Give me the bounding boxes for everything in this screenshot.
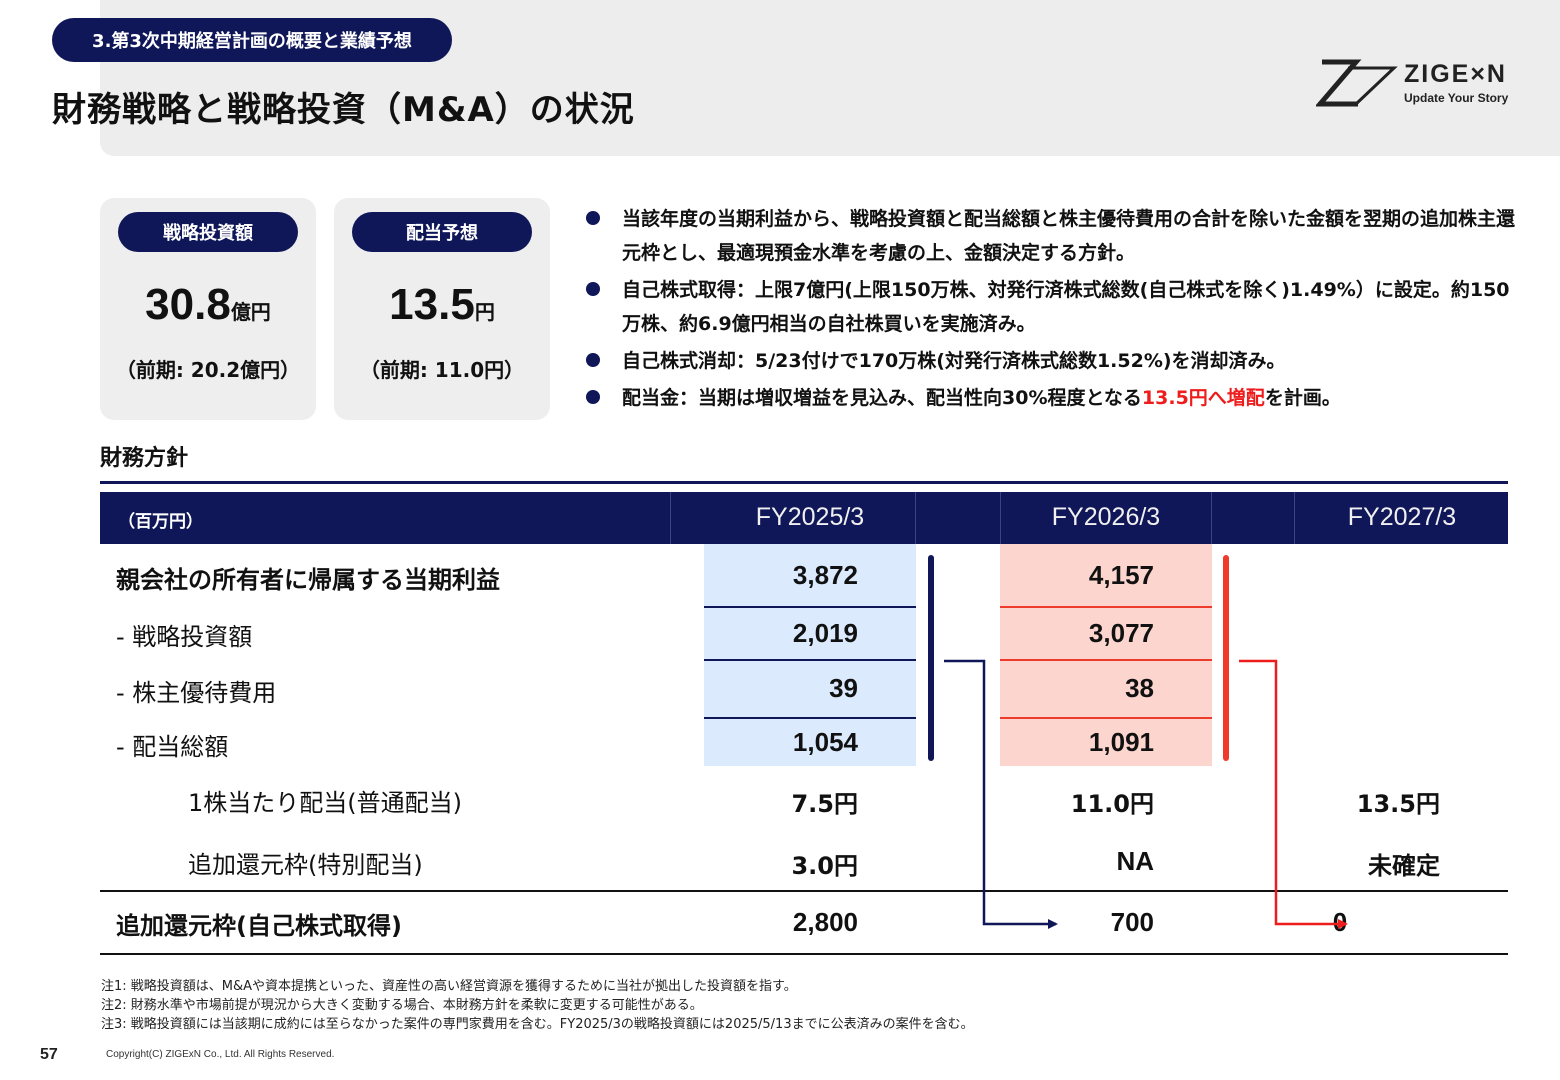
cell-fy2026-investment: 3,077 — [1088, 618, 1154, 648]
cell-fy2026-special: NA — [1116, 846, 1154, 876]
footnote: 注1: 戦略投資額は、M&Aや資本提携といった、資産性の高い経営資源を獲得するた… — [101, 979, 797, 994]
cell-fy2025-buyback: 2,800 — [792, 907, 858, 937]
cell-fy2026-net-income: 4,157 — [1088, 560, 1154, 590]
cell-fy2025-special: 3.0円 — [791, 852, 858, 880]
row-label-share-buyback: 追加還元枠(自己株式取得) — [116, 912, 402, 940]
row-label-total-dividends: - 配当総額 — [116, 733, 229, 761]
cell-fy2025-dividends: 1,054 — [792, 727, 858, 757]
cell-fy2025-net-income: 3,872 — [792, 560, 858, 590]
section-label: 3.第3次中期経営計画の概要と業績予想 — [52, 18, 452, 62]
divider — [704, 717, 916, 719]
table-header: （百万円） FY2025/3 FY2026/3 FY2027/3 — [100, 492, 1508, 544]
copyright: Copyright(C) ZIGExN Co., Ltd. All Rights… — [106, 1049, 335, 1060]
cell-fy2025-investment: 2,019 — [792, 618, 858, 648]
row-label-strategic-investment: - 戦略投資額 — [116, 623, 253, 651]
cell-fy2026-dps: 11.0円 — [1070, 790, 1154, 818]
bullet-item: 自己株式取得：上限7億円(上限150万株、対発行済株式総数(自己株式を除く)1.… — [584, 273, 1524, 341]
cell-fy2026-buyback: 700 — [1110, 907, 1154, 937]
divider — [1000, 606, 1212, 608]
cell-fy2027-buyback: 0 — [1332, 907, 1348, 937]
logo-name: ZIGE×N — [1404, 60, 1507, 88]
kpi-value: 30.8億円 — [100, 280, 316, 330]
logo-mark-icon — [1316, 59, 1398, 107]
column-header-fy2025: FY2025/3 — [755, 503, 865, 531]
logo-tagline: Update Your Story — [1404, 91, 1509, 105]
divider — [704, 606, 916, 608]
bullet-item: 自己株式消却：5/23付けで170万株(対発行済株式総数1.52%)を消却済み。 — [584, 344, 1524, 378]
bullet-dot-icon — [586, 353, 600, 367]
kpi-unit: 円 — [474, 302, 495, 324]
cell-fy2025-dps: 7.5円 — [791, 790, 858, 818]
divider — [100, 953, 1508, 955]
kpi-label: 配当予想 — [352, 212, 532, 252]
kpi-previous: （前期: 20.2億円） — [115, 358, 301, 382]
fy2025-shade — [704, 544, 916, 766]
cell-fy2026-benefits: 38 — [1125, 673, 1154, 703]
kpi-unit: 億円 — [230, 302, 271, 324]
table-unit: （百万円） — [118, 512, 203, 532]
divider — [1211, 492, 1212, 544]
cell-fy2026-dividends: 1,091 — [1088, 727, 1154, 757]
kpi-previous: （前期: 11.0円） — [359, 358, 525, 382]
footnote: 注2: 財務水準や市場前提が現況から大きく変動する場合、本財務方針を柔軟に変更す… — [101, 998, 703, 1013]
divider — [915, 492, 916, 544]
policy-bullets: 当該年度の当期利益から、戦略投資額と配当総額と株主優待費用の合計を除いた金額を翌… — [584, 202, 1524, 418]
company-logo: ZIGE×N Update Your Story — [1316, 56, 1526, 112]
row-label-special-dividend: 追加還元枠(特別配当) — [188, 851, 423, 879]
divider — [100, 481, 1508, 484]
cell-fy2027-dps: 13.5円 — [1356, 790, 1440, 818]
cell-fy2027-special: 未確定 — [1368, 852, 1440, 880]
kpi-card-investment: 戦略投資額 30.8億円 （前期: 20.2億円） — [100, 198, 316, 420]
divider — [1294, 492, 1295, 544]
row-label-shareholder-benefits: - 株主優待費用 — [116, 679, 277, 707]
column-header-fy2027: FY2027/3 — [1347, 503, 1457, 531]
divider — [100, 890, 1508, 892]
divider — [1000, 492, 1001, 544]
bullet-dot-icon — [586, 282, 600, 296]
divider — [704, 659, 916, 661]
kpi-card-dividend: 配当予想 13.5円 （前期: 11.0円） — [334, 198, 550, 420]
dividend-highlight: 13.5円へ増配 — [1141, 387, 1265, 409]
row-label-dividend-per-share: 1株当たり配当(普通配当) — [188, 789, 462, 817]
divider — [670, 492, 671, 544]
kpi-number: 13.5 — [389, 280, 475, 329]
footnotes: 注1: 戦略投資額は、M&Aや資本提携といった、資産性の高い経営資源を獲得するた… — [101, 977, 974, 1034]
divider — [1000, 659, 1212, 661]
bullet-item: 配当金：当期は増収増益を見込み、配当性向30%程度となる13.5円へ増配を計画。 — [584, 381, 1524, 415]
policy-title: 財務方針 — [100, 446, 189, 471]
bullet-dot-icon — [586, 211, 600, 225]
kpi-value: 13.5円 — [334, 280, 550, 330]
page-number: 57 — [40, 1046, 58, 1063]
kpi-label: 戦略投資額 — [118, 212, 298, 252]
page-title: 財務戦略と戦略投資（M&A）の状況 — [52, 90, 635, 130]
column-header-fy2026: FY2026/3 — [1051, 503, 1161, 531]
footnote: 注3: 戦略投資額には当該期に成約には至らなかった案件の専門家費用を含む。FY2… — [101, 1017, 974, 1032]
divider — [1000, 717, 1212, 719]
kpi-number: 30.8 — [145, 280, 231, 329]
bullet-dot-icon — [586, 390, 600, 404]
row-label-net-income: 親会社の所有者に帰属する当期利益 — [116, 566, 500, 594]
bullet-item: 当該年度の当期利益から、戦略投資額と配当総額と株主優待費用の合計を除いた金額を翌… — [584, 202, 1524, 270]
cell-fy2025-benefits: 39 — [829, 673, 858, 703]
